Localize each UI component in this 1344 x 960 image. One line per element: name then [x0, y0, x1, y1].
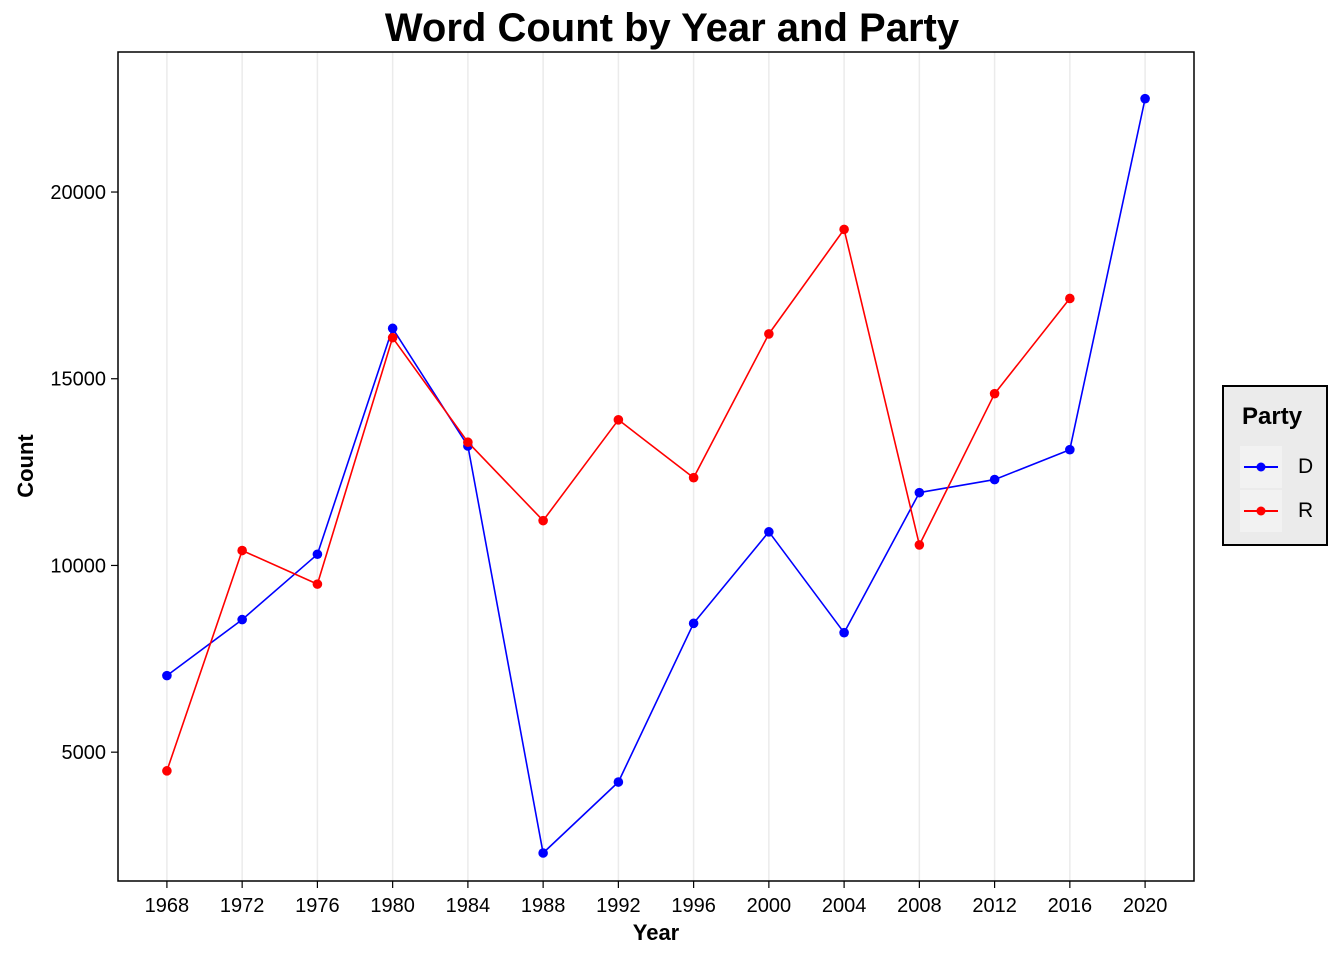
data-point-d	[839, 627, 849, 638]
series-line-d	[166, 98, 1146, 854]
legend-item-r: R	[1240, 490, 1324, 532]
y-tick-label: 5000	[62, 742, 107, 764]
x-tick-label: 2012	[972, 895, 1017, 917]
x-tick-label: 2008	[897, 895, 942, 917]
data-point-r	[463, 437, 473, 448]
x-tick-label: 2000	[747, 895, 792, 917]
x-axis-title: Year	[633, 920, 680, 945]
data-point-d	[387, 323, 398, 334]
data-point-d	[237, 614, 247, 625]
chart-title-text: Word Count by Year and Party	[384, 6, 960, 50]
legend-key-d	[1240, 446, 1282, 488]
data-point-r	[613, 415, 624, 425]
axes: 1968 1972 1976 1980 1984 1988 1992 1996 2000 2004…	[50, 182, 1167, 917]
x-tick-label: 1968	[145, 895, 190, 917]
data-point-r	[312, 579, 323, 589]
data-point-d	[1065, 444, 1075, 455]
data-point-r	[162, 766, 172, 776]
data-point-r	[1065, 293, 1075, 304]
data-point-d	[764, 527, 774, 537]
legend-label-d: D	[1298, 455, 1314, 478]
chart-title: Word Count by Year and Party	[0, 6, 1344, 51]
data-point-d	[914, 487, 925, 498]
legend-label-r: R	[1298, 499, 1314, 522]
x-tick-label: 2004	[822, 895, 867, 917]
data-point-r	[387, 332, 398, 343]
data-point-r	[989, 388, 1000, 399]
data-point-d	[538, 848, 548, 858]
x-tick-label: 1980	[370, 895, 415, 917]
data-point-r	[538, 515, 548, 526]
y-tick-label: 15000	[50, 369, 106, 391]
data-point-d	[688, 618, 699, 629]
data-point-d	[1140, 93, 1150, 104]
gridlines	[166, 52, 1146, 881]
data-point-r	[839, 224, 849, 235]
legend: Party D R	[1222, 385, 1328, 546]
y-tick-label: 10000	[50, 555, 106, 577]
x-tick-label: 1976	[295, 895, 340, 917]
y-tick-label: 20000	[50, 182, 106, 204]
x-tick-label: 1972	[220, 895, 265, 917]
plot-panel-border	[117, 51, 1195, 882]
data-point-r	[914, 540, 925, 550]
data-point-d	[162, 670, 172, 681]
data-point-r	[688, 472, 699, 483]
x-tick-label: 1984	[446, 895, 491, 917]
x-tick-label: 1988	[521, 895, 566, 917]
data-point-r	[764, 329, 774, 339]
legend-item-d: D	[1240, 446, 1324, 488]
data-point-d	[312, 549, 323, 560]
data-point-d	[613, 777, 624, 787]
data-point-r	[237, 545, 247, 556]
data-point-d	[989, 474, 1000, 485]
series-layer	[162, 93, 1150, 858]
legend-title: Party	[1242, 403, 1303, 430]
y-axis-title: Count	[13, 434, 38, 498]
x-tick-label: 2016	[1048, 895, 1093, 917]
x-tick-label: 1996	[671, 895, 716, 917]
x-tick-label: 1992	[596, 895, 641, 917]
x-tick-label: 2020	[1123, 895, 1168, 917]
legend-key-r	[1240, 490, 1282, 532]
